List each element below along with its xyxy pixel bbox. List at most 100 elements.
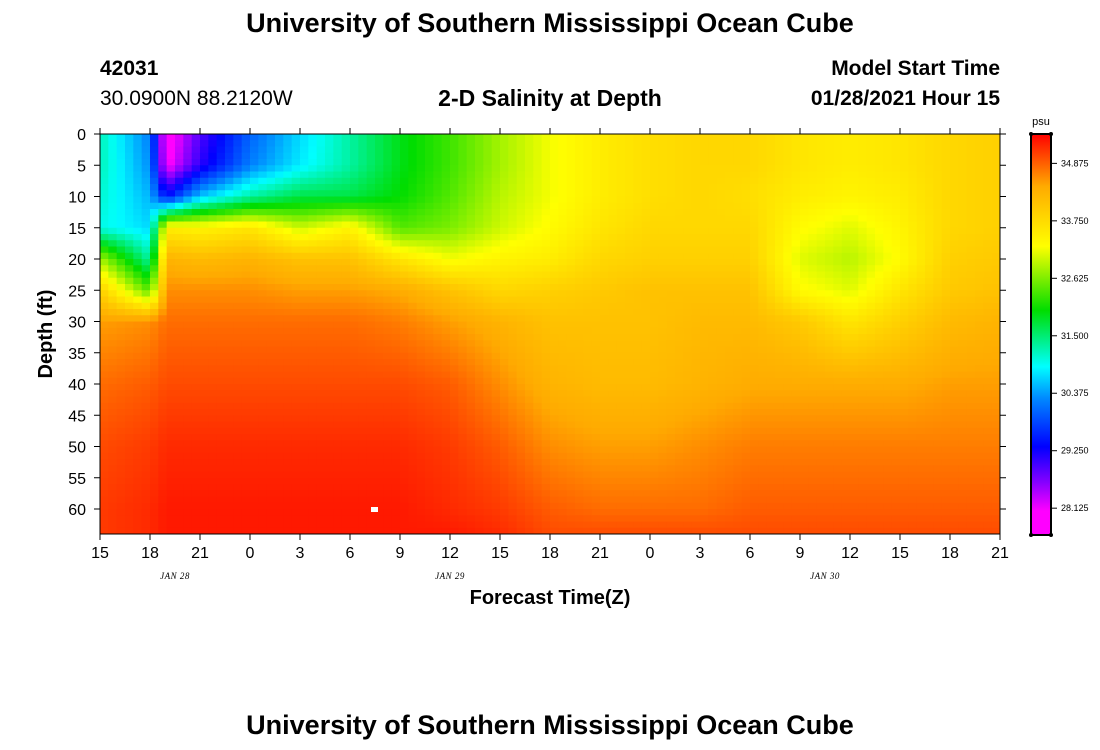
heatmap-cell <box>375 459 384 466</box>
heatmap-cell <box>625 284 634 291</box>
heatmap-cell <box>700 140 709 148</box>
heatmap-cell <box>533 509 543 516</box>
heatmap-cell <box>475 465 484 473</box>
heatmap-cell <box>316 509 326 516</box>
heatmap-cell <box>350 359 359 366</box>
heatmap-cell <box>633 159 643 166</box>
heatmap-cell <box>666 509 676 516</box>
heatmap-cell <box>316 246 326 254</box>
heatmap-cell <box>125 177 134 185</box>
heatmap-cell <box>741 396 751 404</box>
heatmap-cell <box>141 234 151 241</box>
heatmap-cell <box>508 409 518 416</box>
heatmap-cell <box>466 377 476 385</box>
heatmap-cell <box>483 465 493 473</box>
heatmap-cell <box>225 252 234 260</box>
heatmap-cell <box>183 184 193 191</box>
heatmap-cell <box>583 427 593 435</box>
heatmap-cell <box>700 384 709 391</box>
heatmap-cell <box>575 471 584 479</box>
heatmap-cell <box>225 146 234 154</box>
heatmap-cell <box>200 302 209 310</box>
heatmap-cell <box>733 465 743 473</box>
heatmap-cell <box>158 196 168 204</box>
heatmap-cell <box>533 252 543 260</box>
heatmap-cell <box>691 521 701 529</box>
heatmap-cell <box>566 140 576 148</box>
heatmap-cell <box>450 377 459 385</box>
heatmap-cell <box>275 284 284 291</box>
heatmap-cell <box>458 502 468 510</box>
heatmap-cell <box>458 159 468 166</box>
heatmap-cell <box>416 302 426 310</box>
heatmap-cell <box>433 421 443 429</box>
heatmap-cell <box>291 252 301 260</box>
heatmap-cell <box>216 415 226 423</box>
heatmap-cell <box>258 165 268 173</box>
heatmap-cell <box>408 377 418 385</box>
heatmap-cell <box>558 177 568 185</box>
heatmap-cell <box>525 471 534 479</box>
heatmap-cell <box>433 402 443 410</box>
heatmap-cell <box>700 452 709 460</box>
heatmap-cell <box>275 471 284 479</box>
heatmap-cell <box>358 359 368 366</box>
heatmap-cell <box>591 240 601 248</box>
heatmap-cell <box>525 315 534 323</box>
heatmap-cell <box>516 290 526 298</box>
heatmap-cell <box>191 227 201 235</box>
heatmap-cell <box>225 390 234 398</box>
heatmap-cell <box>208 321 218 329</box>
heatmap-cell <box>541 490 551 498</box>
heatmap-cell <box>375 296 384 304</box>
heatmap-cell <box>425 309 434 316</box>
heatmap-cell <box>141 246 151 254</box>
heatmap-cell <box>591 246 601 254</box>
heatmap-cell <box>450 240 459 248</box>
heatmap-cell <box>425 234 434 241</box>
heatmap-cell <box>183 465 193 473</box>
heatmap-cell <box>391 459 401 466</box>
heatmap-cell <box>325 240 334 248</box>
heatmap-cell <box>291 315 301 323</box>
heatmap-cell <box>666 240 676 248</box>
heatmap-cell <box>508 396 518 404</box>
heatmap-cell <box>216 184 226 191</box>
heatmap-cell <box>425 465 434 473</box>
heatmap-cell <box>125 446 134 454</box>
heatmap-cell <box>591 284 601 291</box>
heatmap-cell <box>458 352 468 360</box>
heatmap-cell <box>233 521 243 529</box>
heatmap-cell <box>208 309 218 316</box>
heatmap-cell <box>650 177 659 185</box>
heatmap-cell <box>725 327 734 335</box>
heatmap-cell <box>216 490 226 498</box>
heatmap-cell <box>733 296 743 304</box>
heatmap-cell <box>308 134 318 141</box>
heatmap-cell <box>733 440 743 448</box>
heatmap-cell <box>425 215 434 223</box>
heatmap-cell <box>666 384 676 391</box>
heatmap-cell <box>600 359 609 366</box>
heatmap-cell <box>708 209 718 216</box>
heatmap-cell <box>708 402 718 410</box>
heatmap-cell <box>208 165 218 173</box>
heatmap-cell <box>108 190 118 198</box>
heatmap-cell <box>450 340 459 348</box>
heatmap-cell <box>733 202 743 210</box>
heatmap-cell <box>258 502 268 510</box>
heatmap-cell <box>408 327 418 335</box>
heatmap-cell <box>725 177 734 185</box>
heatmap-cell <box>316 402 326 410</box>
heatmap-cell <box>741 346 751 354</box>
heatmap-cell <box>108 434 118 441</box>
heatmap-cell <box>616 440 626 448</box>
heatmap-cell <box>366 402 376 410</box>
heatmap-cell <box>333 184 343 191</box>
heatmap-cell <box>608 434 618 441</box>
heatmap-cell <box>275 277 284 285</box>
heatmap-cell <box>383 396 393 404</box>
heatmap-cell <box>391 227 401 235</box>
heatmap-cell <box>400 371 409 379</box>
heatmap-cell <box>416 290 426 298</box>
